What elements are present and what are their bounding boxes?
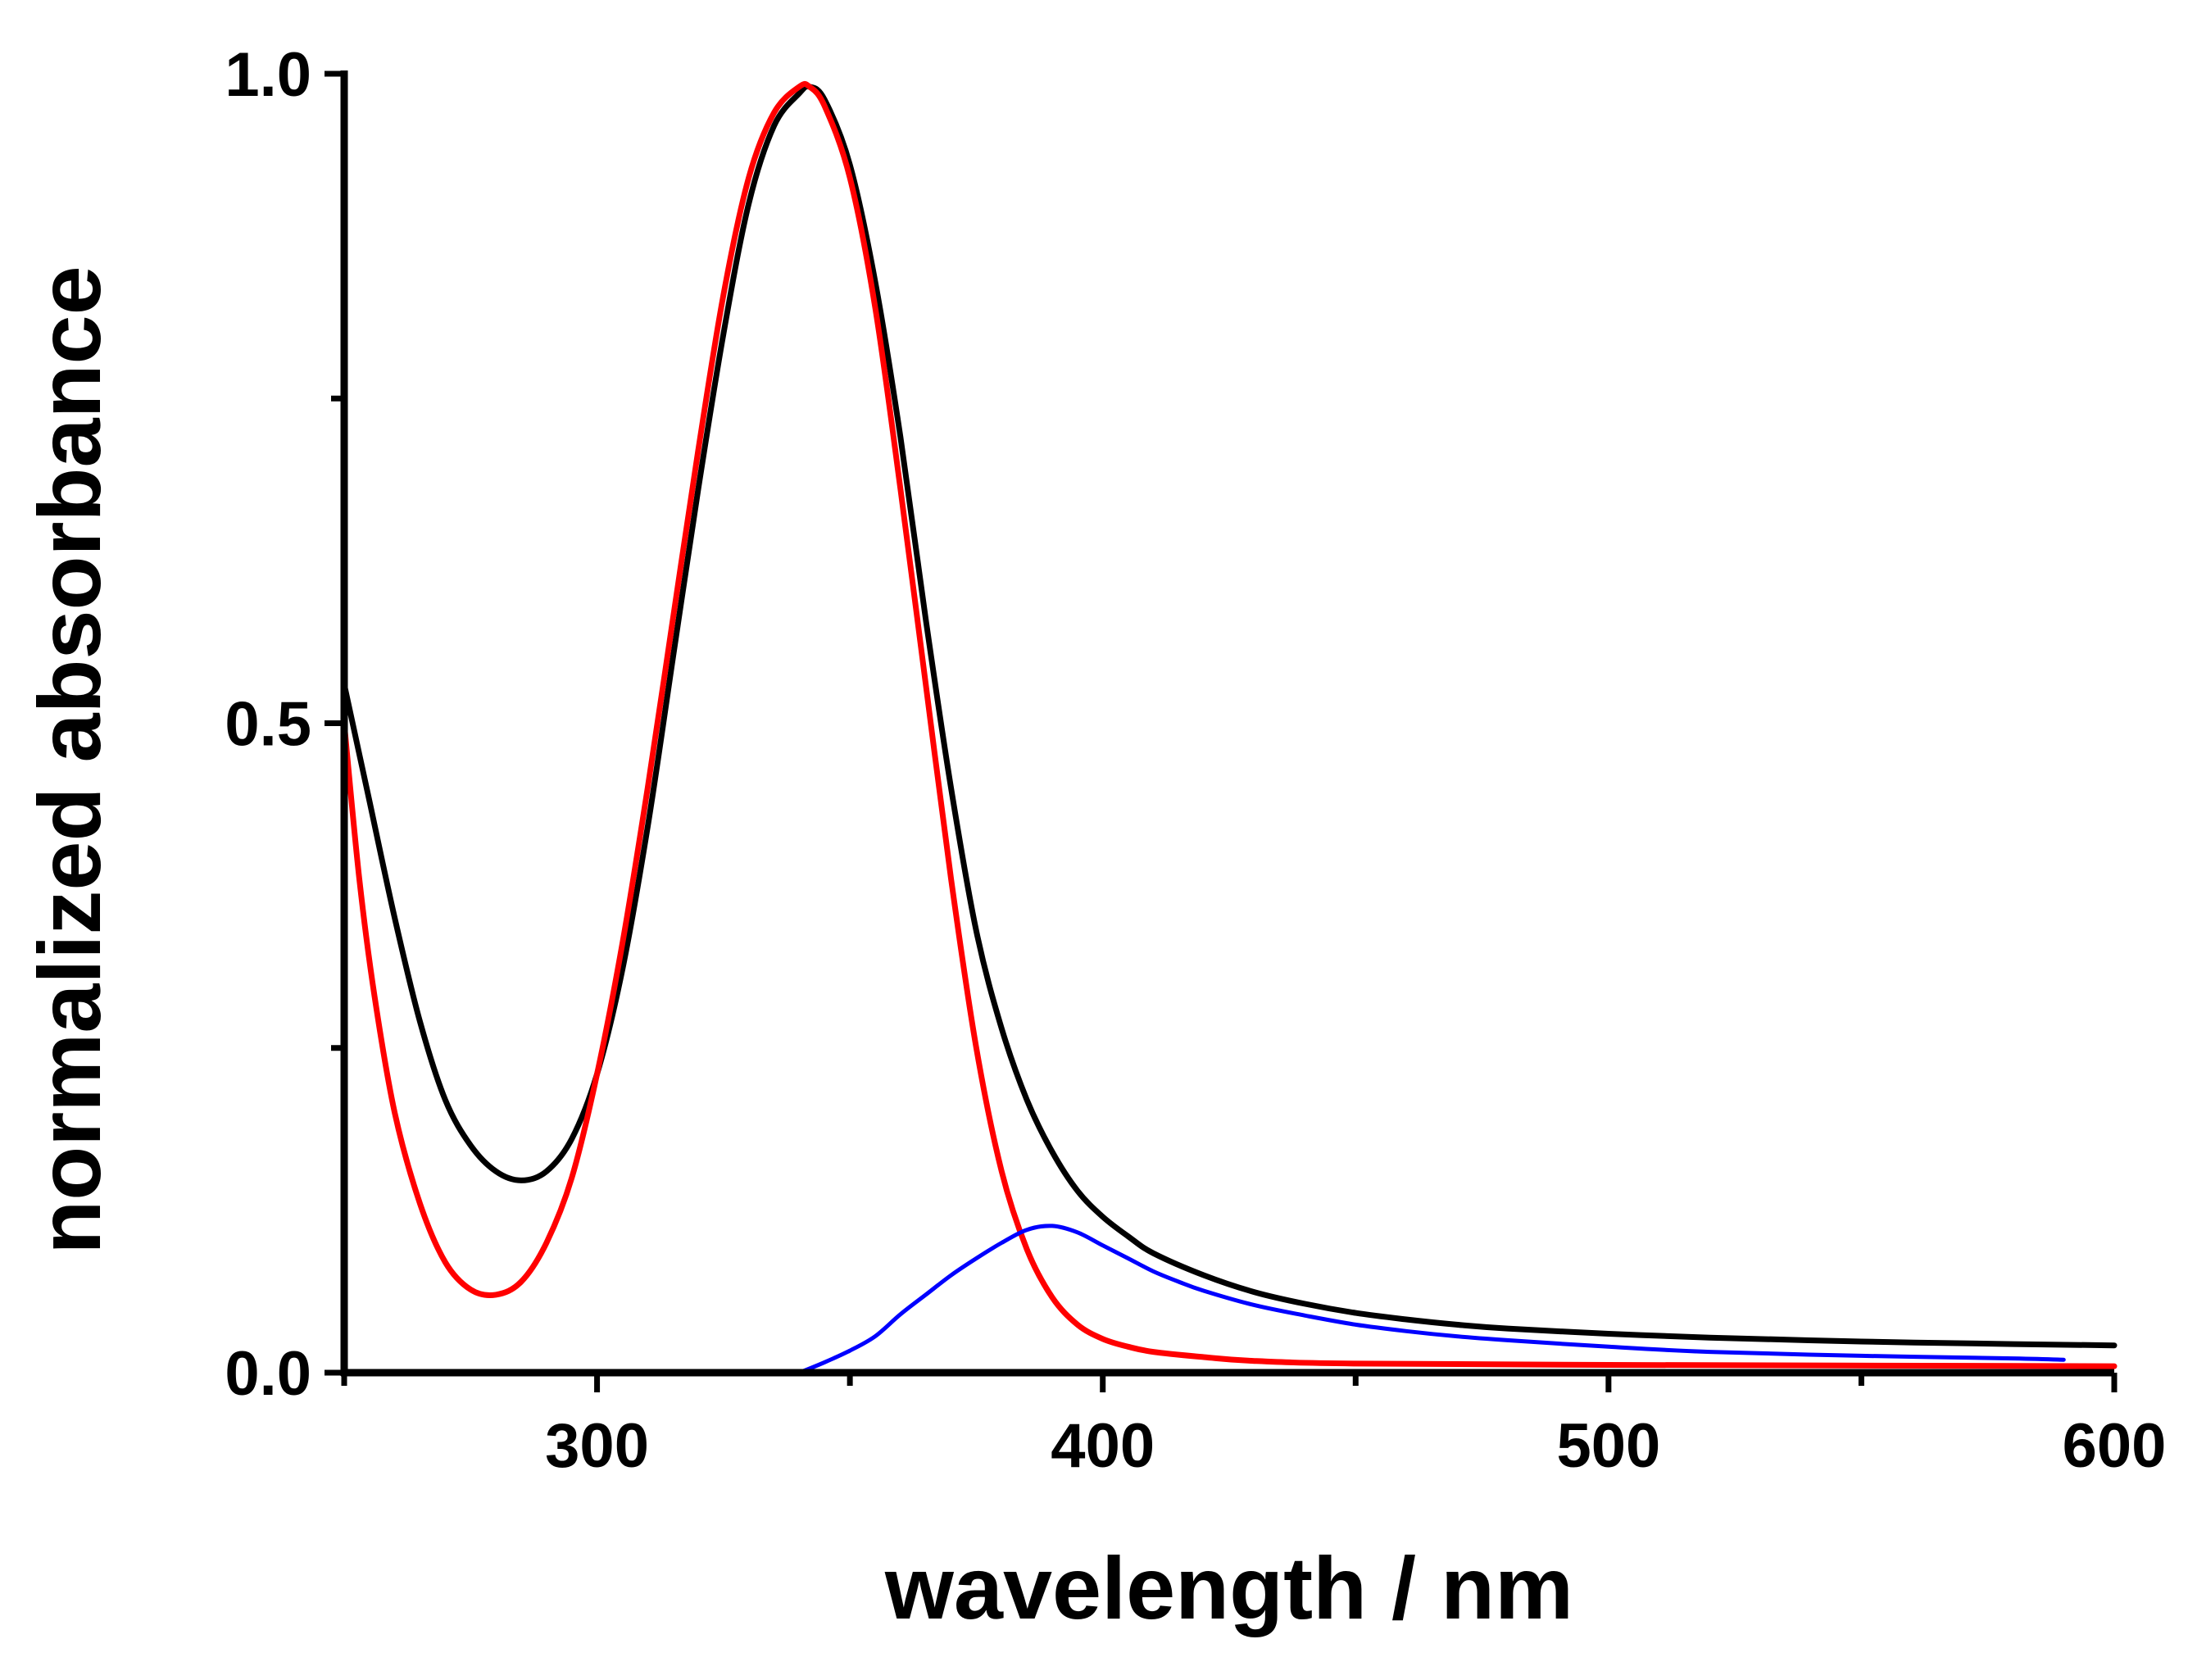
series-line-red <box>341 80 2118 1369</box>
x-tick-label: 600 <box>2063 1411 2167 1481</box>
x-tick-label: 500 <box>1556 1411 1660 1481</box>
x-tick-label: 300 <box>545 1411 649 1481</box>
y-tick-label: 0.5 <box>225 690 311 760</box>
series-line-blue <box>797 1224 2066 1375</box>
y-axis-title: normalized absorbance <box>20 266 119 1254</box>
series-line-black <box>341 83 2118 1349</box>
ticks-layer: 300 400 500 600 0.0 0.5 1.0 <box>225 40 2166 1481</box>
y-tick-label: 0.0 <box>225 1339 311 1409</box>
y-tick-label: 1.0 <box>225 40 311 110</box>
x-axis-title: wavelength / nm <box>884 1538 1573 1637</box>
x-tick-label: 400 <box>1051 1411 1155 1481</box>
series-layer <box>341 80 2118 1375</box>
axes-layer <box>340 70 2114 1377</box>
